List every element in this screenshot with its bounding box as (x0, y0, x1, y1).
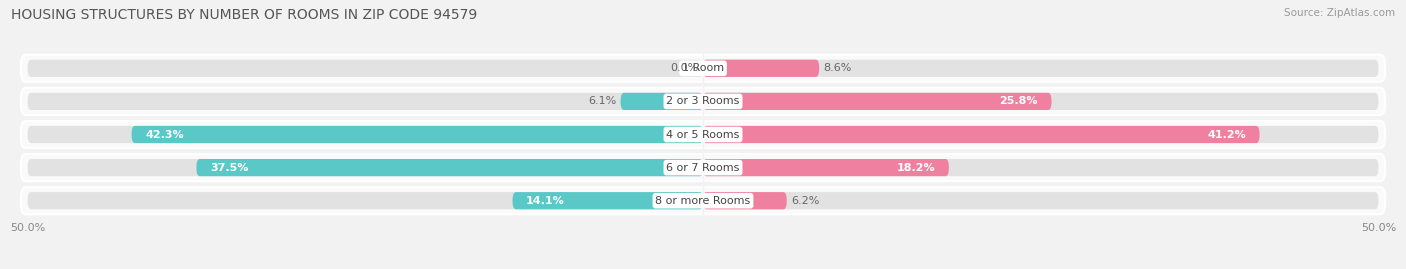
Text: 6 or 7 Rooms: 6 or 7 Rooms (666, 162, 740, 173)
Text: 18.2%: 18.2% (897, 162, 935, 173)
Text: 42.3%: 42.3% (145, 129, 184, 140)
FancyBboxPatch shape (28, 192, 703, 209)
FancyBboxPatch shape (28, 159, 703, 176)
FancyBboxPatch shape (28, 93, 703, 110)
FancyBboxPatch shape (703, 126, 1260, 143)
Text: 41.2%: 41.2% (1208, 129, 1246, 140)
Text: HOUSING STRUCTURES BY NUMBER OF ROOMS IN ZIP CODE 94579: HOUSING STRUCTURES BY NUMBER OF ROOMS IN… (11, 8, 478, 22)
Text: 8.6%: 8.6% (824, 63, 852, 73)
Text: 2 or 3 Rooms: 2 or 3 Rooms (666, 96, 740, 107)
FancyBboxPatch shape (513, 192, 703, 209)
FancyBboxPatch shape (197, 159, 703, 176)
FancyBboxPatch shape (703, 93, 1052, 110)
Text: 6.1%: 6.1% (588, 96, 617, 107)
FancyBboxPatch shape (21, 154, 1385, 181)
Text: 6.2%: 6.2% (790, 196, 820, 206)
FancyBboxPatch shape (703, 192, 787, 209)
FancyBboxPatch shape (21, 88, 1385, 115)
FancyBboxPatch shape (703, 192, 1378, 209)
FancyBboxPatch shape (703, 60, 1378, 77)
FancyBboxPatch shape (703, 60, 820, 77)
FancyBboxPatch shape (28, 126, 703, 143)
Text: 1 Room: 1 Room (682, 63, 724, 73)
Text: Source: ZipAtlas.com: Source: ZipAtlas.com (1284, 8, 1395, 18)
FancyBboxPatch shape (703, 159, 1378, 176)
FancyBboxPatch shape (703, 126, 1378, 143)
Text: 0.0%: 0.0% (671, 63, 699, 73)
FancyBboxPatch shape (21, 187, 1385, 214)
Text: 25.8%: 25.8% (1000, 96, 1038, 107)
FancyBboxPatch shape (703, 93, 1378, 110)
Text: 4 or 5 Rooms: 4 or 5 Rooms (666, 129, 740, 140)
FancyBboxPatch shape (703, 159, 949, 176)
FancyBboxPatch shape (620, 93, 703, 110)
FancyBboxPatch shape (132, 126, 703, 143)
Text: 14.1%: 14.1% (526, 196, 565, 206)
Text: 37.5%: 37.5% (209, 162, 249, 173)
FancyBboxPatch shape (28, 60, 703, 77)
Text: 8 or more Rooms: 8 or more Rooms (655, 196, 751, 206)
FancyBboxPatch shape (21, 55, 1385, 82)
FancyBboxPatch shape (21, 121, 1385, 148)
